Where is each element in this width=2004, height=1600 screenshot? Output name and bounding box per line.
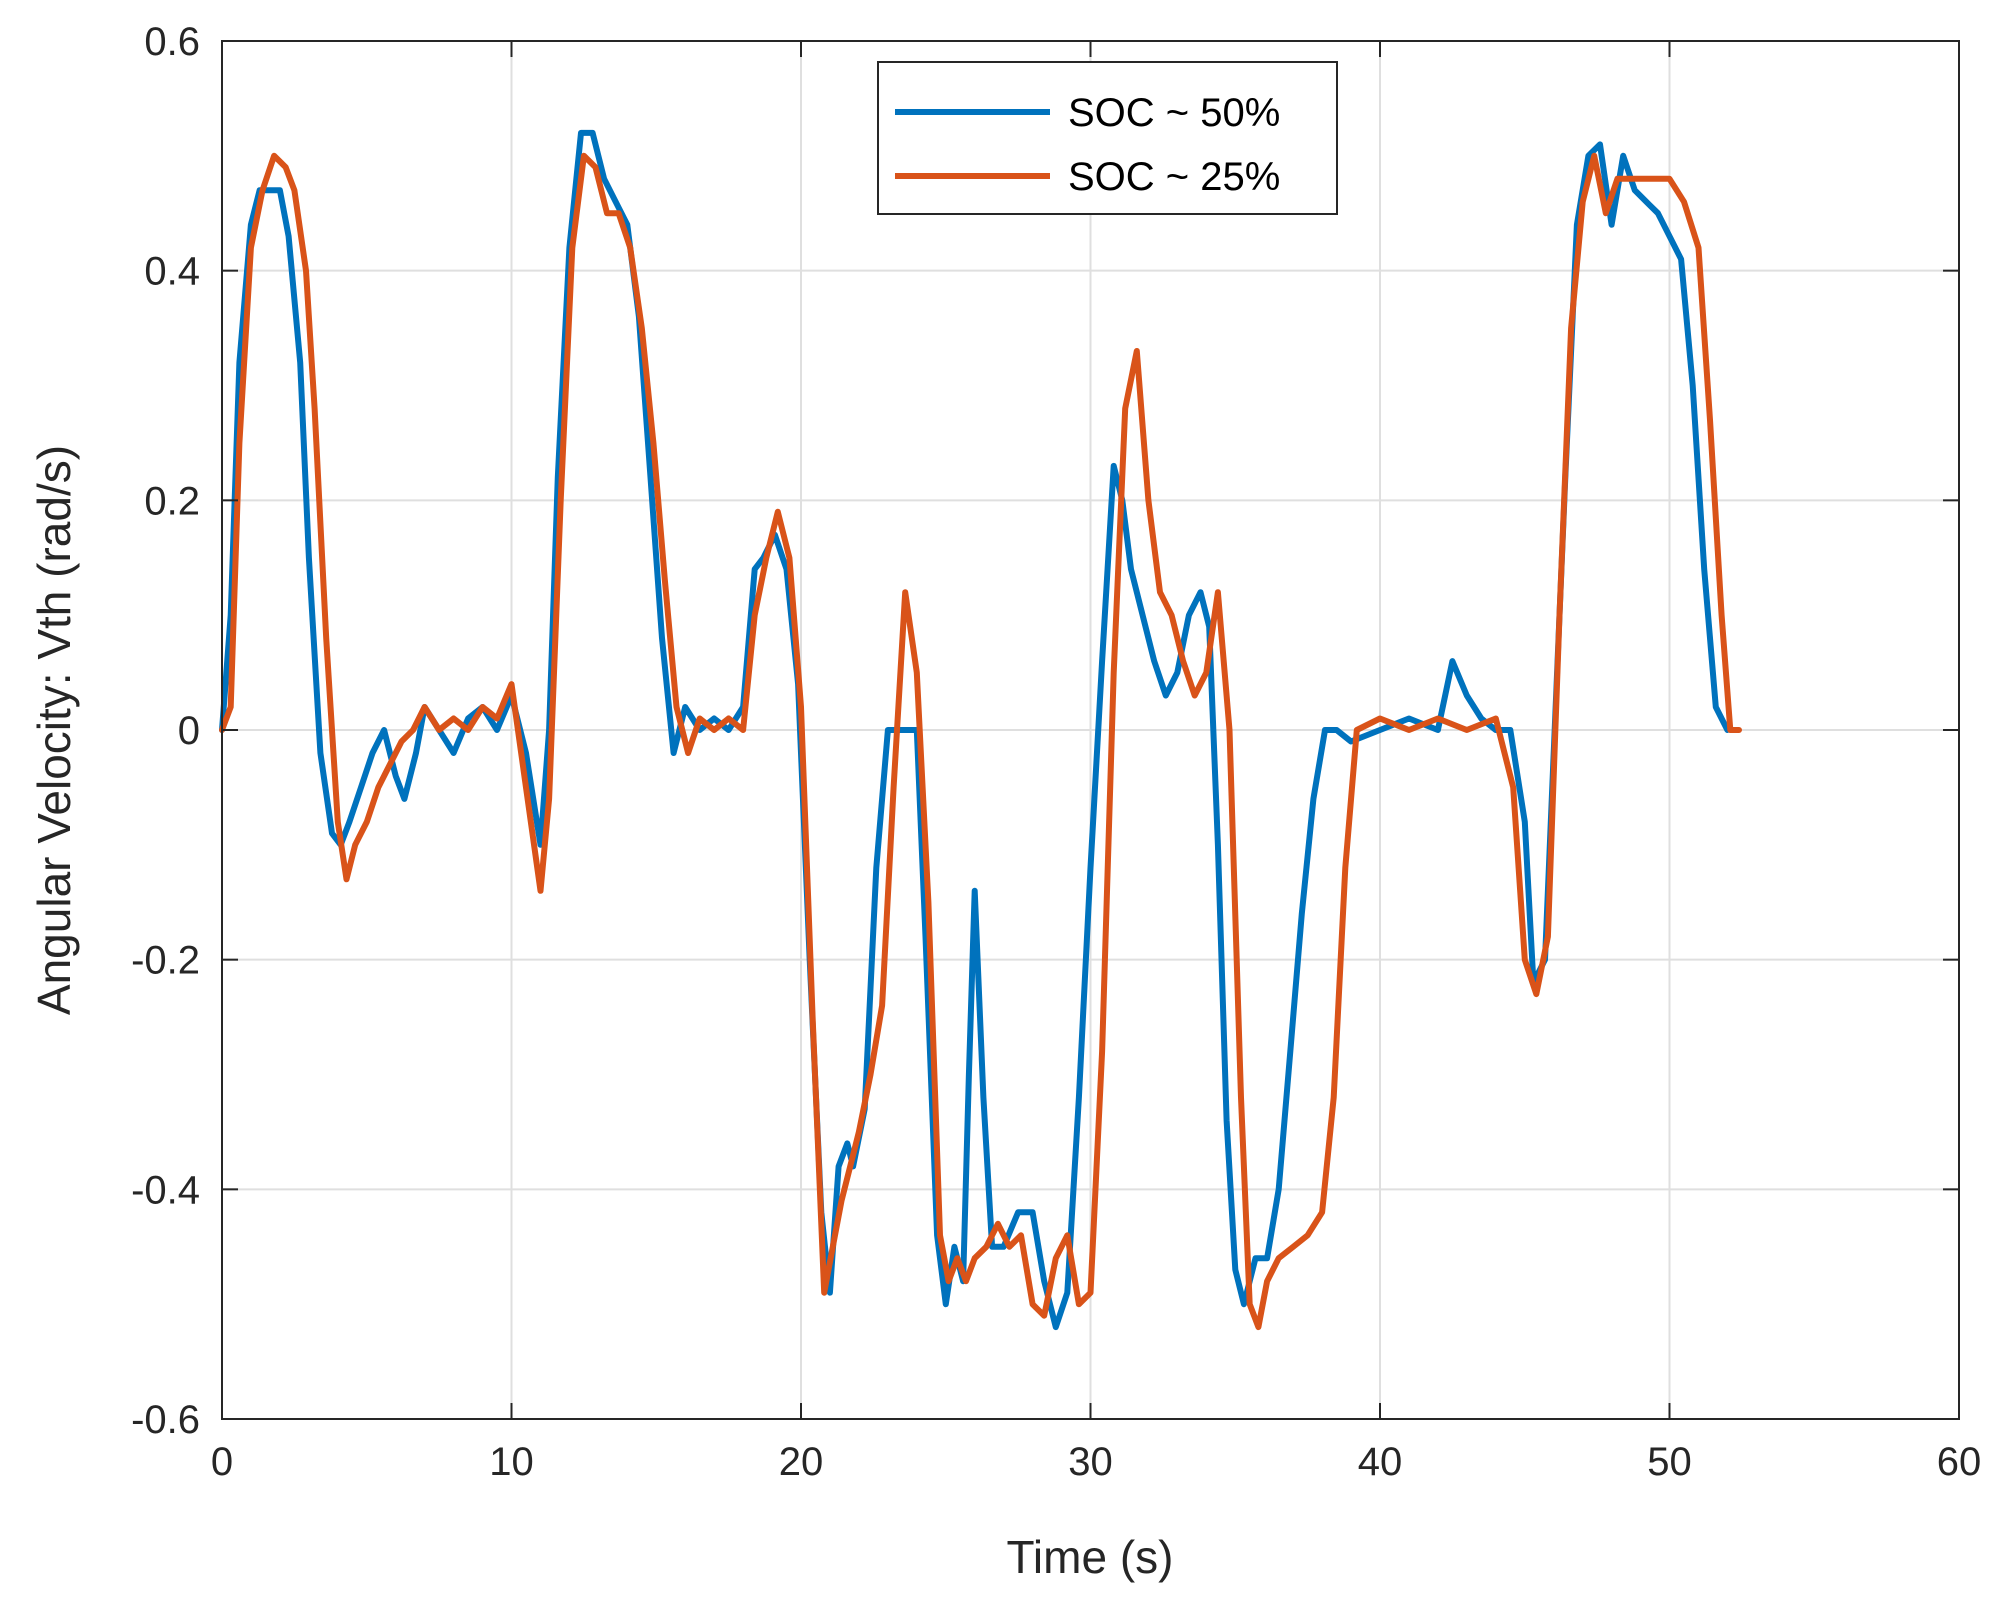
x-axis-label: Time (s) (1007, 1531, 1174, 1583)
tick-labels: 0 10 20 30 40 50 60 -0.6 -0.4 -0.2 0 0.2 0.4 0.6 (131, 20, 1981, 1484)
series-layer (219, 129, 1742, 1331)
series-line-soc-25 (219, 152, 1742, 1331)
y-tick-label: 0 (178, 709, 200, 753)
grid-lines (222, 41, 1959, 1419)
y-axis-label: Angular Velocity: Vth (rad/s) (28, 445, 80, 1015)
x-tick-label: 50 (1647, 1440, 1692, 1484)
legend: SOC ~ 50% SOC ~ 25% (877, 61, 1338, 215)
y-tick-label: 0.4 (144, 250, 200, 294)
x-tick-label: 40 (1358, 1440, 1403, 1484)
x-tick-label: 30 (1068, 1440, 1113, 1484)
axis-ticks (221, 40, 1960, 1420)
y-tick-label: 0.2 (144, 479, 200, 523)
x-tick-label: 20 (779, 1440, 824, 1484)
y-tick-label: -0.2 (131, 939, 200, 983)
y-tick-label: -0.4 (131, 1168, 200, 1212)
x-tick-label: 60 (1937, 1440, 1982, 1484)
x-tick-label: 10 (489, 1440, 534, 1484)
legend-label-soc-50: SOC ~ 50% (1068, 91, 1280, 135)
legend-box (877, 61, 1338, 215)
legend-label-soc-25: SOC ~ 25% (1068, 155, 1280, 199)
x-tick-label: 0 (211, 1440, 233, 1484)
y-tick-label: 0.6 (144, 20, 200, 64)
y-tick-label: -0.6 (131, 1398, 200, 1442)
